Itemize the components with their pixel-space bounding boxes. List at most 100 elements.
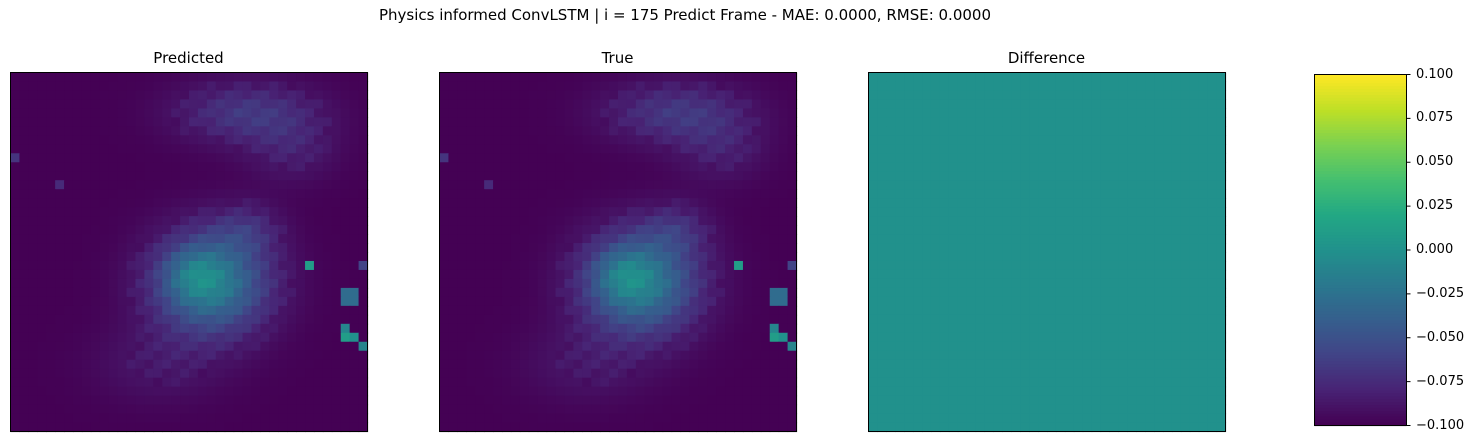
heatmap-cell xyxy=(939,404,950,415)
heatmap-cell xyxy=(1118,90,1128,101)
colorbar-gradient-step xyxy=(1314,235,1407,239)
heatmap-cell xyxy=(1100,341,1111,352)
heatmap-cell xyxy=(582,269,592,280)
heatmap-cell xyxy=(55,180,65,190)
heatmap-cell xyxy=(707,368,717,379)
heatmap-cell xyxy=(19,216,29,226)
heatmap-cell xyxy=(1047,180,1057,190)
heatmap-cell xyxy=(162,314,172,325)
heatmap-cell xyxy=(787,135,798,145)
heatmap-cell xyxy=(895,368,905,379)
heatmap-cell xyxy=(457,305,467,316)
heatmap-cell xyxy=(287,287,297,298)
heatmap-cell xyxy=(278,278,288,289)
heatmap-cell xyxy=(269,350,279,361)
heatmap-cell xyxy=(37,216,47,226)
heatmap-cell xyxy=(1100,189,1111,199)
heatmap-cell xyxy=(913,350,923,361)
heatmap-cell xyxy=(662,252,673,262)
heatmap-cell xyxy=(886,72,896,83)
heatmap-cell xyxy=(626,341,637,352)
heatmap-cell xyxy=(993,341,1003,352)
heatmap-cell xyxy=(189,135,199,145)
heatmap-cell xyxy=(358,377,369,388)
heatmap-cell xyxy=(913,359,923,370)
heatmap-cell xyxy=(975,81,986,92)
heatmap-cell xyxy=(519,180,530,190)
heatmap-cell xyxy=(680,422,691,433)
heatmap-cell xyxy=(984,99,995,109)
heatmap-cell xyxy=(1109,108,1119,118)
heatmap-cell xyxy=(171,341,181,352)
heatmap-cell xyxy=(1154,359,1164,370)
heatmap-cell xyxy=(1091,189,1102,199)
heatmap-cell xyxy=(287,269,297,280)
heatmap-cell xyxy=(466,153,476,163)
heatmap-cell xyxy=(1029,81,1039,92)
heatmap-cell xyxy=(28,99,38,109)
heatmap-cell xyxy=(751,108,762,118)
heatmap-cell xyxy=(1216,99,1227,109)
heatmap-cell xyxy=(725,252,735,262)
heatmap-cell xyxy=(1109,287,1119,298)
heatmap-cell xyxy=(1055,180,1066,190)
heatmap-cell xyxy=(1180,422,1191,433)
heatmap-cell xyxy=(135,126,145,136)
heatmap-cell xyxy=(1100,243,1111,253)
heatmap-cell xyxy=(322,404,333,415)
heatmap-cell xyxy=(331,422,342,433)
heatmap-cell xyxy=(778,296,789,307)
heatmap-cell xyxy=(72,260,83,271)
heatmap-cell xyxy=(600,72,610,83)
heatmap-cell xyxy=(778,350,789,361)
heatmap-cell xyxy=(1091,117,1102,127)
heatmap-cell xyxy=(305,269,315,280)
heatmap-cell xyxy=(975,90,986,101)
heatmap-cell xyxy=(725,225,735,235)
heatmap-cell xyxy=(448,225,458,235)
heatmap-cell xyxy=(1073,305,1084,316)
heatmap-cell xyxy=(81,207,92,217)
heatmap-cell xyxy=(313,72,324,83)
heatmap-cell xyxy=(913,323,923,334)
heatmap-cell xyxy=(99,135,110,145)
heatmap-cell xyxy=(519,198,530,208)
heatmap-cell xyxy=(81,234,92,244)
heatmap-cell xyxy=(162,90,172,101)
heatmap-cell xyxy=(993,404,1003,415)
heatmap-cell xyxy=(895,135,905,145)
heatmap-cell xyxy=(90,81,101,92)
heatmap-cell xyxy=(278,135,288,145)
heatmap-cell xyxy=(1127,225,1137,235)
heatmap-cell xyxy=(206,252,217,262)
heatmap-cell xyxy=(287,135,297,145)
heatmap-cell xyxy=(251,332,262,343)
heatmap-cell xyxy=(322,395,333,406)
heatmap-cell xyxy=(99,269,110,280)
heatmap-cell xyxy=(644,90,655,101)
heatmap-cell xyxy=(1163,287,1173,298)
heatmap-cell xyxy=(609,189,619,199)
heatmap-cell xyxy=(975,153,986,163)
heatmap-cell xyxy=(680,72,691,83)
heatmap-cell xyxy=(206,216,217,226)
heatmap-cell xyxy=(993,144,1003,154)
heatmap-cell xyxy=(1020,189,1030,199)
colorbar-gradient-step xyxy=(1314,226,1407,231)
heatmap-cell xyxy=(680,216,691,226)
heatmap-cell xyxy=(984,207,995,217)
heatmap-cell xyxy=(573,395,583,406)
heatmap-cell xyxy=(466,216,476,226)
heatmap-cell xyxy=(948,126,959,136)
heatmap-cell xyxy=(573,287,583,298)
heatmap-cell xyxy=(28,305,38,316)
heatmap-cell xyxy=(358,90,369,101)
heatmap-cell xyxy=(1198,162,1209,172)
heatmap-cell xyxy=(573,269,583,280)
heatmap-cell xyxy=(751,359,762,370)
heatmap-cell xyxy=(877,243,887,253)
heatmap-cell xyxy=(1145,99,1155,109)
heatmap-cell xyxy=(966,260,977,271)
heatmap-cell xyxy=(296,117,306,127)
heatmap-cell xyxy=(331,260,342,271)
